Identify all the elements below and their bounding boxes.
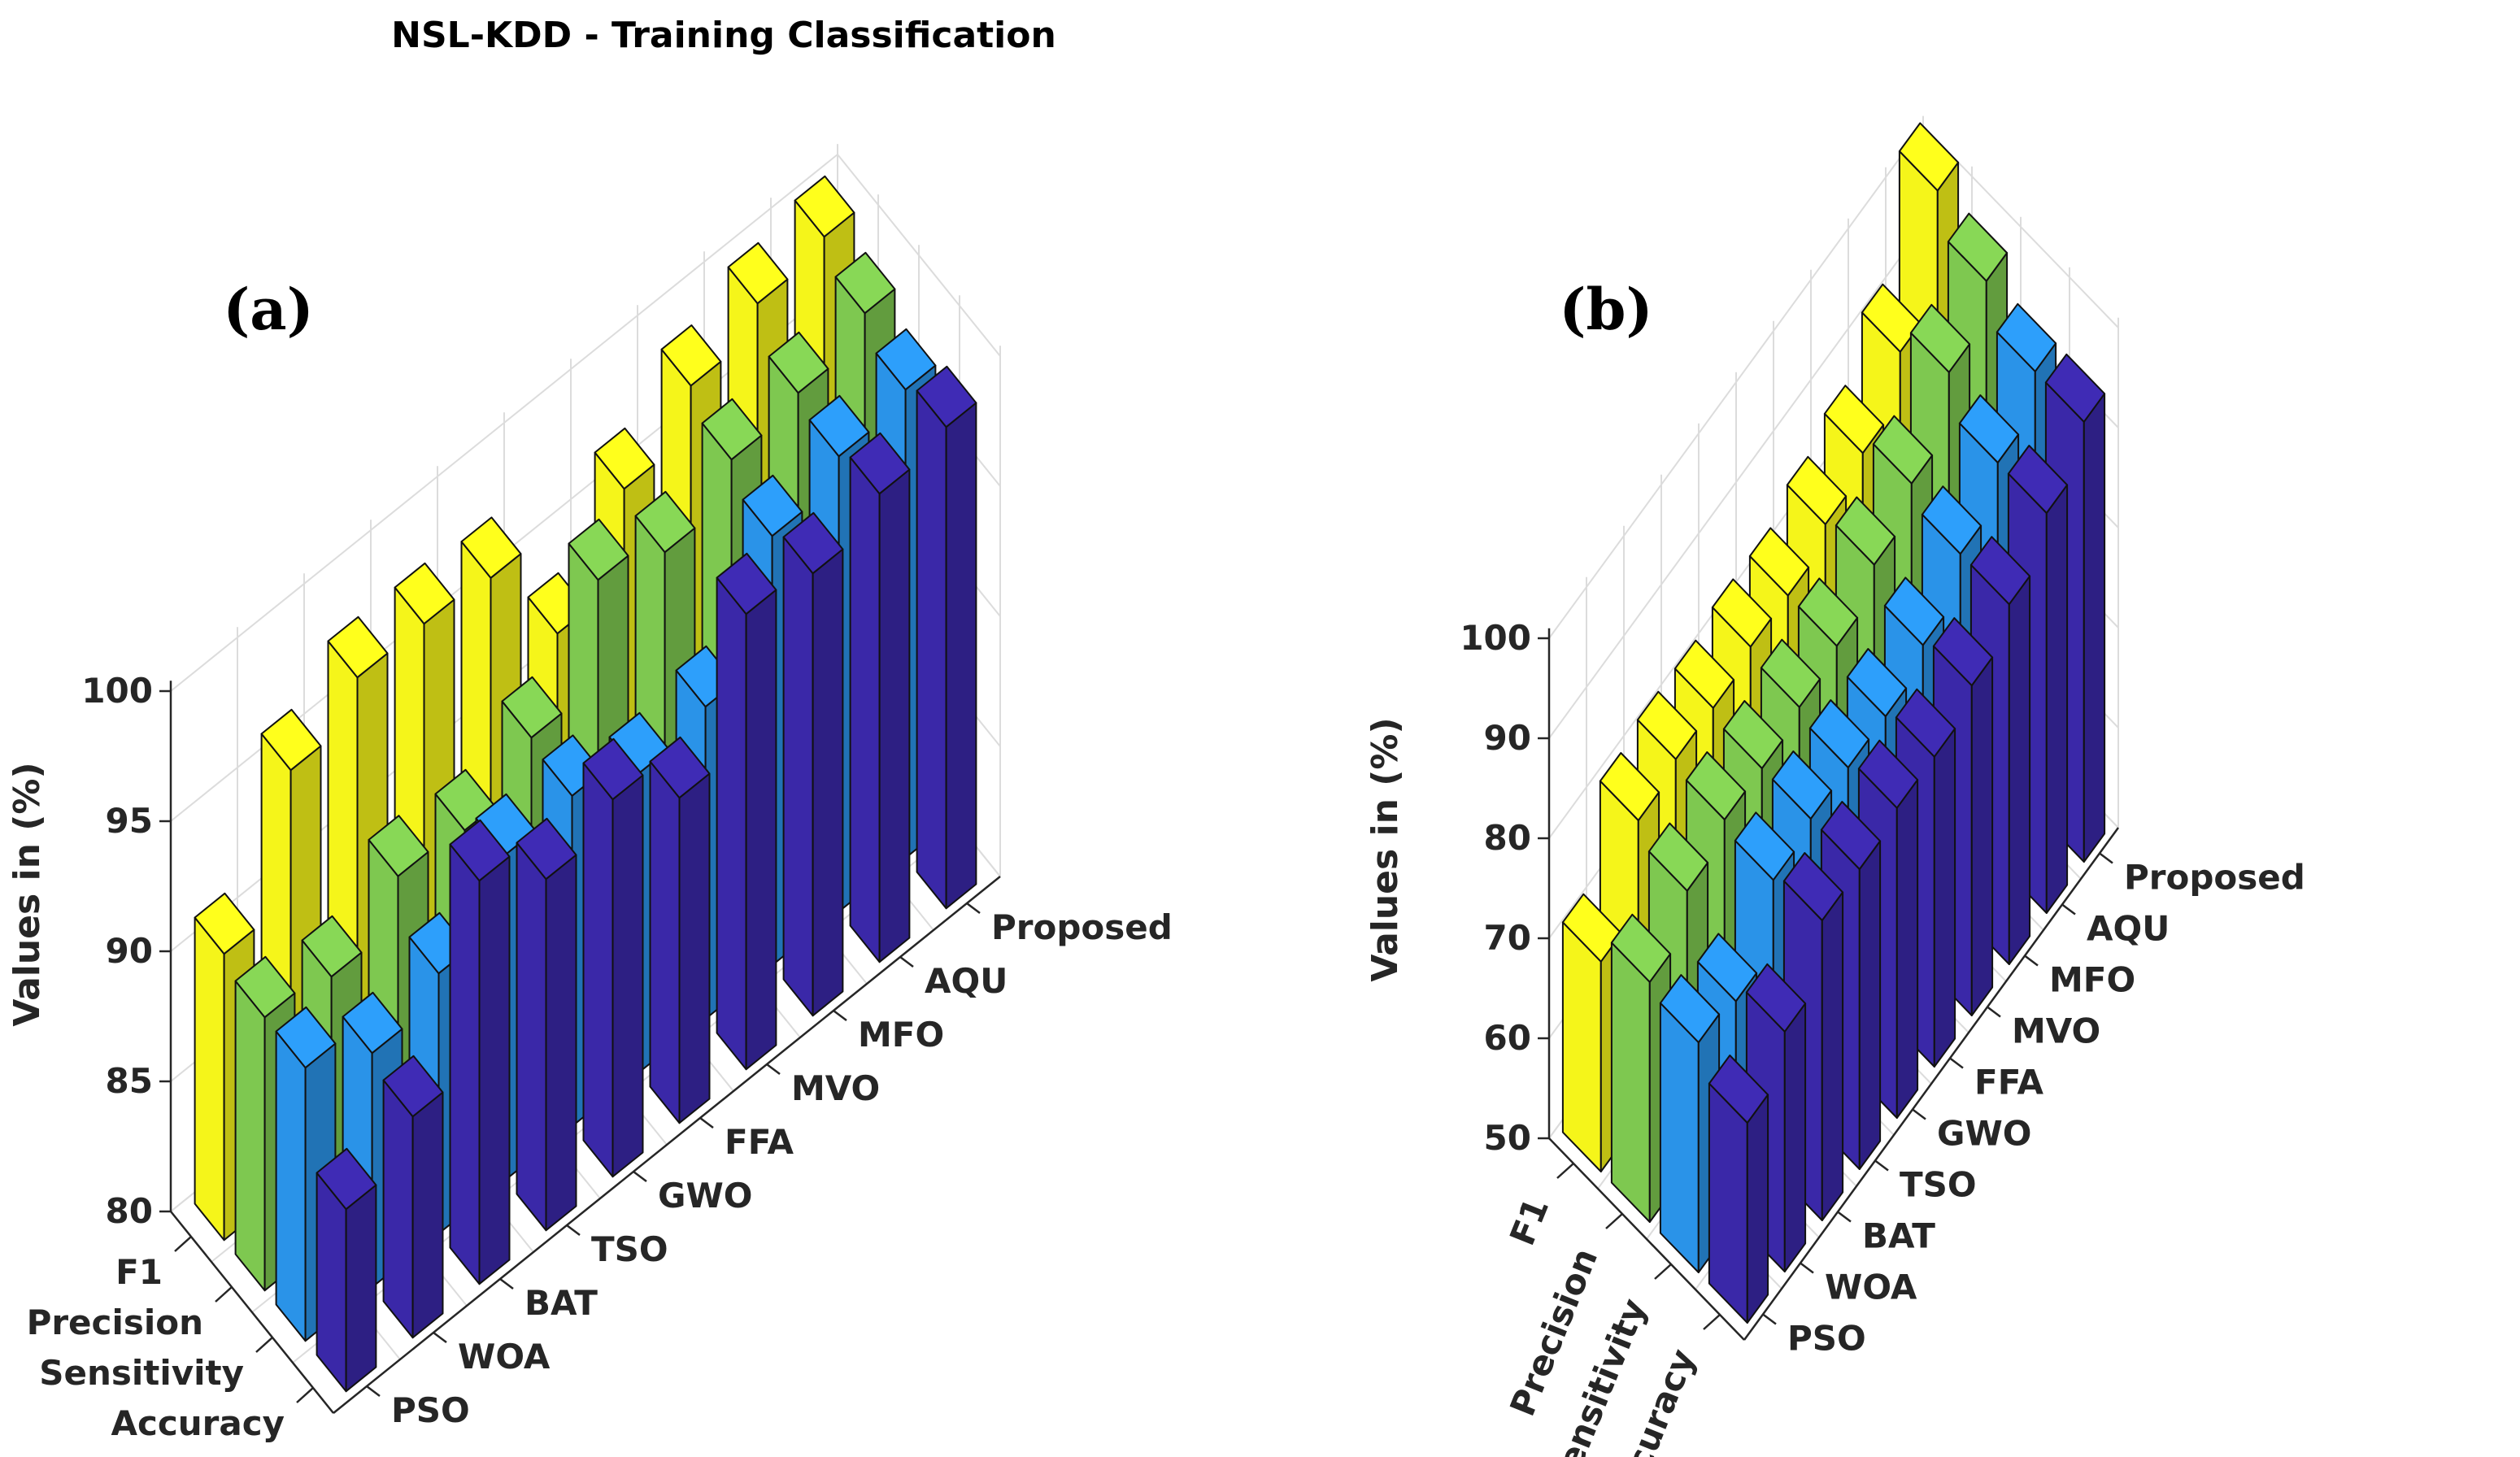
z-axis-label: Values in (%) [1364, 717, 1406, 981]
bar-accuracy-gwo [582, 737, 644, 1178]
z-tick-label: 80 [106, 1191, 153, 1231]
panel-label: (a) [223, 276, 314, 343]
algorithm-tick-label: PSO [1787, 1319, 1866, 1359]
metric-tick-label: Precision [27, 1303, 203, 1342]
algorithm-tick-label: WOA [458, 1337, 551, 1377]
z-tick-label: 80 [1484, 818, 1531, 858]
algorithm-tick-label: BAT [524, 1283, 598, 1323]
algorithm-tick-label: GWO [658, 1176, 753, 1216]
bar-accuracy-pso [1708, 1055, 1769, 1324]
algorithm-tick-label: PSO [391, 1390, 470, 1430]
algorithm-tick-label: GWO [1937, 1114, 2032, 1154]
axes [159, 681, 1001, 1414]
chart-title: NSL-KDD - Training Classification [391, 15, 1056, 56]
bar-accuracy-bat [449, 819, 511, 1285]
algorithm-tick-label: MFO [2049, 960, 2135, 1000]
algorithm-tick-label: AQU [925, 961, 1008, 1001]
bars [194, 175, 977, 1393]
bar-accuracy-woa [382, 1055, 444, 1339]
chart-panel-b: 5060708090100F1PrecisionSensitivityAccur… [1364, 115, 2305, 1457]
algorithm-tick-label: BAT [1862, 1216, 1935, 1256]
bar-accuracy-proposed [916, 365, 977, 910]
axes [1538, 628, 2120, 1341]
z-tick-label: 90 [106, 931, 153, 971]
chart-panel-a: 80 85 90 95 100 F1 Precision Sensitivity Accurac… [7, 144, 1173, 1443]
z-tick-label: 90 [1484, 718, 1531, 758]
metric-tick-label: F1 [115, 1252, 163, 1292]
z-tick-label: 70 [1484, 918, 1531, 958]
algorithm-tick-label: TSO [1900, 1165, 1977, 1205]
algorithm-tick-label: MVO [791, 1068, 880, 1108]
algorithm-tick-label: WOA [1825, 1268, 1917, 1307]
bar-accuracy-mfo [782, 511, 844, 1017]
bar-accuracy-mvo [716, 552, 777, 1071]
algorithm-tick-label: AQU [2087, 909, 2170, 949]
algorithm-tick-label: Proposed [991, 907, 1173, 947]
z-tick-label: 100 [81, 671, 153, 711]
algorithm-tick-label: MFO [858, 1015, 944, 1055]
algorithm-tick-label: MVO [2012, 1011, 2100, 1051]
algorithm-tick-label: TSO [591, 1229, 668, 1269]
z-tick-label: 60 [1484, 1018, 1531, 1058]
metric-tick-label: Accuracy [111, 1403, 285, 1443]
algorithm-tick-label: FFA [725, 1122, 794, 1162]
panel-label: (b) [1559, 276, 1652, 343]
metric-tick-label: F1 [1502, 1192, 1556, 1250]
bar-accuracy-tso [516, 817, 577, 1232]
z-tick-label: 50 [1484, 1118, 1531, 1158]
z-tick-label: 100 [1460, 618, 1531, 658]
bar-accuracy-pso [316, 1147, 377, 1393]
z-tick-label: 85 [106, 1061, 153, 1101]
bar-accuracy-ffa [649, 736, 711, 1124]
z-axis-label: Values in (%) [7, 762, 48, 1026]
z-tick-label: 95 [106, 801, 153, 841]
metric-tick-label: Sensitivity [39, 1353, 244, 1393]
algorithm-tick-label: Proposed [2124, 858, 2305, 898]
algorithm-tick-label: FFA [1974, 1063, 2044, 1103]
bar-accuracy-aqu [849, 432, 911, 963]
bars [1561, 122, 2106, 1324]
